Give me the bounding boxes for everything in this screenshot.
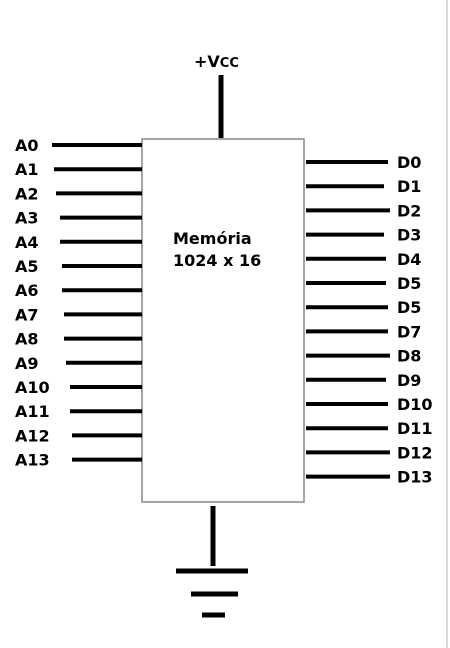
ground-symbol [176, 568, 248, 618]
data-pin-label-0: D0 [397, 153, 421, 172]
data-pin-label-9: D9 [397, 371, 421, 390]
address-pin-label-a9: A9 [15, 354, 39, 373]
address-pins: A0 A1 A2 A3 A4 A5 A6 A7 A8 A9 A10 A11 A12 A13 [15, 136, 142, 470]
address-pin-label-a5: A5 [15, 257, 39, 276]
vcc-label: +VCC [194, 52, 239, 71]
data-pin-label-7: D7 [397, 322, 421, 341]
address-pin-label-a10: A10 [15, 378, 50, 397]
data-pin-label-4: D4 [397, 250, 421, 269]
chip-size: 1024 x 16 [173, 251, 261, 270]
data-pin-label-11: D11 [397, 419, 433, 438]
data-pin-label-2: D2 [397, 201, 421, 220]
address-pin-label-a11: A11 [15, 402, 50, 421]
data-pins: D0 D1 D2 D3 D4 D5 D5 D7 D8 D9 D10 D11 D12 D13 [306, 153, 433, 487]
address-pin-label-a6: A6 [15, 281, 39, 300]
data-pin-label-12: D12 [397, 443, 433, 462]
address-pin-label-a0: A0 [15, 136, 39, 155]
data-pin-label-13: D13 [397, 468, 433, 487]
address-pin-label-a1: A1 [15, 160, 39, 179]
data-pin-label-3: D3 [397, 226, 421, 245]
data-pin-label-8: D8 [397, 347, 421, 366]
memory-chip-box [141, 138, 305, 503]
address-pin-label-a7: A7 [15, 305, 39, 324]
address-pin-label-a3: A3 [15, 209, 39, 228]
address-pin-label-a8: A8 [15, 330, 39, 349]
address-pin-label-a2: A2 [15, 184, 39, 203]
data-pin-label-6: D5 [397, 298, 421, 317]
data-pin-label-1: D1 [397, 177, 421, 196]
data-pin-label-10: D10 [397, 395, 433, 414]
data-pin-label-5: D5 [397, 274, 421, 293]
address-pin-label-a13: A13 [15, 451, 50, 470]
chip-title: Memória [173, 229, 252, 248]
address-pin-label-a4: A4 [15, 233, 39, 252]
address-pin-label-a12: A12 [15, 426, 50, 445]
